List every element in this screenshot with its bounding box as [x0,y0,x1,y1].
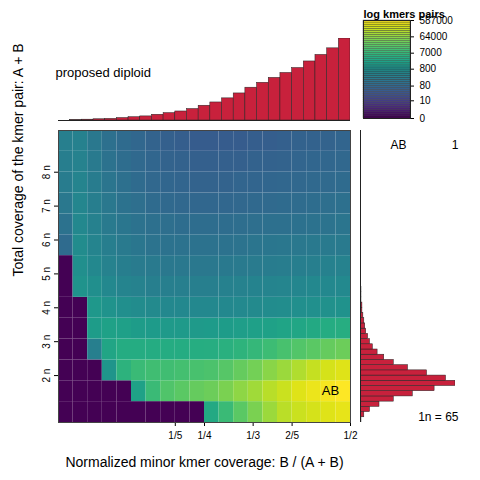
svg-text:7000: 7000 [420,47,443,58]
svg-text:10: 10 [420,95,432,106]
svg-text:3 n: 3 n [41,335,52,349]
svg-text:proposed diploid: proposed diploid [56,65,151,80]
svg-text:800: 800 [420,63,437,74]
svg-text:8 n: 8 n [41,165,52,179]
svg-text:log kmers pairs: log kmers pairs [364,8,445,20]
svg-text:80: 80 [420,80,432,91]
svg-text:1/3: 1/3 [246,430,260,441]
svg-text:1n = 65: 1n = 65 [418,410,459,424]
svg-text:Normalized minor kmer coverage: Normalized minor kmer coverage: B / (A +… [65,454,343,470]
svg-text:0: 0 [420,113,426,124]
svg-text:AB: AB [391,138,407,152]
svg-text:5 n: 5 n [41,267,52,281]
svg-text:Total coverage of the kmer pai: Total coverage of the kmer pair: A + B [10,43,26,276]
svg-text:1/2: 1/2 [344,430,358,441]
svg-text:64000: 64000 [420,31,448,42]
svg-text:7 n: 7 n [41,199,52,213]
svg-text:AB: AB [322,383,339,398]
svg-text:6 n: 6 n [41,233,52,247]
svg-text:2/5: 2/5 [285,430,299,441]
svg-text:4 n: 4 n [41,301,52,315]
svg-text:1/5: 1/5 [168,430,182,441]
svg-text:1: 1 [452,138,459,152]
svg-text:1/4: 1/4 [198,430,212,441]
svg-text:2 n: 2 n [41,369,52,383]
